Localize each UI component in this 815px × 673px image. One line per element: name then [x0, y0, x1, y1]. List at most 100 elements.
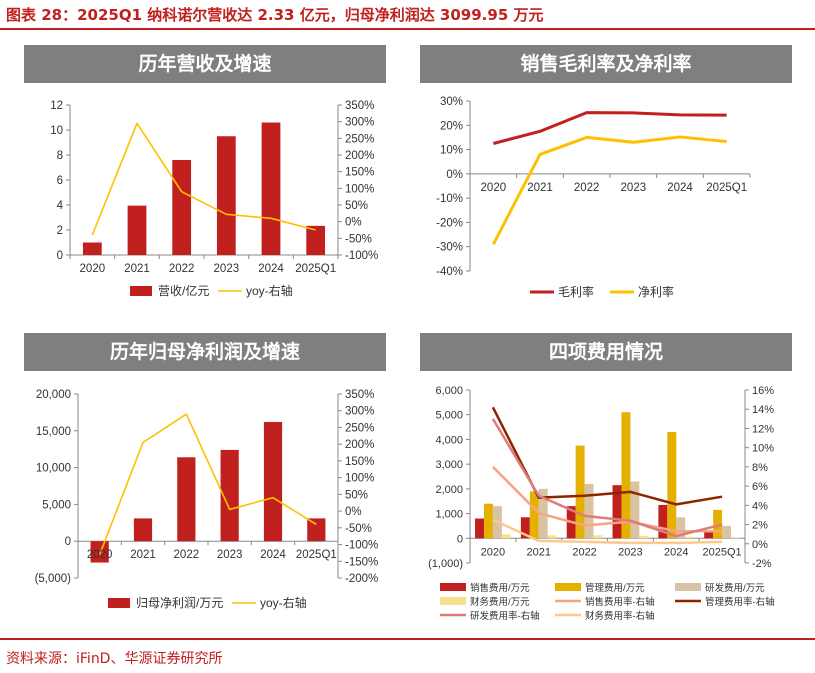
y-tick-label-left: 2,000 [435, 484, 463, 496]
source-note: 资料来源：iFinD、华源证券研究所 [6, 651, 223, 667]
legend-label: yoy-右轴 [246, 283, 293, 298]
y-tick-label-right: 10% [752, 443, 774, 455]
y-tick-label-right: 350% [345, 100, 374, 112]
y-tick-label-left: 8 [57, 150, 63, 162]
y-tick-label-right: 2% [752, 520, 768, 532]
bar [90, 541, 109, 563]
x-tick-label: 2025Q1 [295, 263, 336, 275]
y-tick-label-right: 100% [345, 183, 374, 195]
y-tick-label-right: 0% [345, 217, 362, 229]
x-tick-label: 2020 [481, 182, 507, 194]
bar [475, 518, 484, 539]
bar [722, 525, 732, 539]
y-tick-label-right: 50% [345, 489, 368, 501]
top-rule [0, 28, 815, 30]
y-tick-label-right: -2% [752, 558, 772, 570]
x-tick-label: 2020 [87, 549, 113, 561]
y-tick-label-right: 300% [345, 406, 374, 418]
y-tick-label-right: 0% [345, 506, 362, 518]
legend-label: 销售费用/万元 [470, 582, 530, 594]
panel-header-expenses: 四项费用情况 [420, 333, 792, 371]
bar [584, 483, 594, 539]
x-tick-label: 2025Q1 [703, 546, 742, 558]
series-line [91, 122, 316, 236]
bar [216, 136, 236, 255]
x-tick-label: 2023 [217, 549, 243, 561]
y-tick-label-right: 200% [345, 150, 374, 162]
bar [177, 457, 196, 542]
bar [547, 535, 557, 539]
y-tick-label-right: 250% [345, 133, 374, 145]
bar [172, 160, 192, 255]
x-tick-label: 2024 [258, 263, 284, 275]
x-tick-label: 2023 [214, 263, 240, 275]
y-tick-label-right: -100% [345, 250, 378, 262]
bar [621, 412, 631, 539]
expenses-chart: (1,000) 0 1,000 2,000 3,000 4,000 5,000 6,000 -2… [428, 385, 775, 622]
panel-header-revenue: 历年营收及增速 [24, 45, 386, 83]
x-tick-label: 2022 [572, 546, 596, 558]
y-tick-label-left: 30% [440, 96, 463, 108]
y-tick-label-right: 6% [752, 481, 768, 493]
bar [593, 535, 603, 539]
x-tick-label: 2021 [527, 546, 551, 558]
legend-label: 毛利率 [558, 284, 594, 299]
y-tick-label-right: 16% [752, 385, 774, 397]
x-tick-label: 2023 [618, 546, 642, 558]
legend-label: 研发费用/万元 [705, 582, 765, 594]
y-tick-label-right: -50% [345, 523, 372, 535]
series-line [492, 111, 727, 145]
y-tick-label-right: 4% [752, 500, 768, 512]
y-tick-label-left: 15,000 [36, 426, 71, 438]
panel-header-net-profit: 历年归母净利润及增速 [24, 333, 386, 371]
y-tick-label-left: 12 [50, 100, 63, 112]
y-tick-label-left: 0 [457, 533, 463, 545]
y-tick-label-left: 6 [57, 175, 63, 187]
x-tick-label: 2021 [527, 182, 553, 194]
x-tick-label: 2023 [621, 182, 647, 194]
bar [82, 242, 102, 255]
legend-label: 销售费用率-右轴 [585, 596, 655, 608]
bar [639, 535, 649, 539]
y-tick-label-right: 250% [345, 422, 374, 434]
series-line [492, 466, 723, 533]
y-tick-label-right: 350% [345, 389, 374, 401]
bar [127, 205, 147, 255]
bar [676, 517, 686, 539]
legend-swatch [130, 286, 152, 296]
y-tick-label-left: 10,000 [36, 463, 71, 475]
y-tick-label-right: 0% [752, 539, 768, 551]
bar [713, 509, 723, 539]
bar [307, 518, 326, 542]
bottom-rule [0, 638, 815, 640]
y-tick-label-right: 8% [752, 462, 768, 474]
legend-label: 财务费用率-右轴 [585, 610, 655, 622]
y-tick-label-right: 100% [345, 473, 374, 485]
bar [220, 449, 239, 542]
series-line [491, 418, 723, 538]
y-tick-label-right: 150% [345, 167, 374, 179]
bar [612, 485, 622, 539]
y-tick-label-left: 0 [65, 536, 71, 548]
series-line [98, 413, 317, 555]
y-tick-label-right: 12% [752, 423, 774, 435]
legend-swatch [440, 583, 466, 591]
bar [630, 481, 640, 539]
bar [306, 225, 326, 255]
x-tick-label: 2020 [80, 263, 106, 275]
x-tick-label: 2025Q1 [706, 182, 747, 194]
y-tick-label-left: -40% [436, 266, 463, 278]
x-tick-label: 2022 [174, 549, 200, 561]
bar [575, 445, 585, 539]
y-tick-label-left: 0% [446, 169, 463, 181]
series-line [492, 135, 727, 245]
bar [667, 432, 677, 539]
bar [529, 491, 539, 539]
y-tick-label-right: 150% [345, 456, 374, 468]
bar [731, 537, 740, 539]
y-tick-label-left: 4,000 [435, 434, 463, 446]
y-tick-label-right: -50% [345, 233, 372, 245]
y-tick-label-left: 10% [440, 145, 463, 157]
legend-label: 研发费用率-右轴 [470, 610, 540, 622]
legend-swatch [108, 598, 130, 608]
